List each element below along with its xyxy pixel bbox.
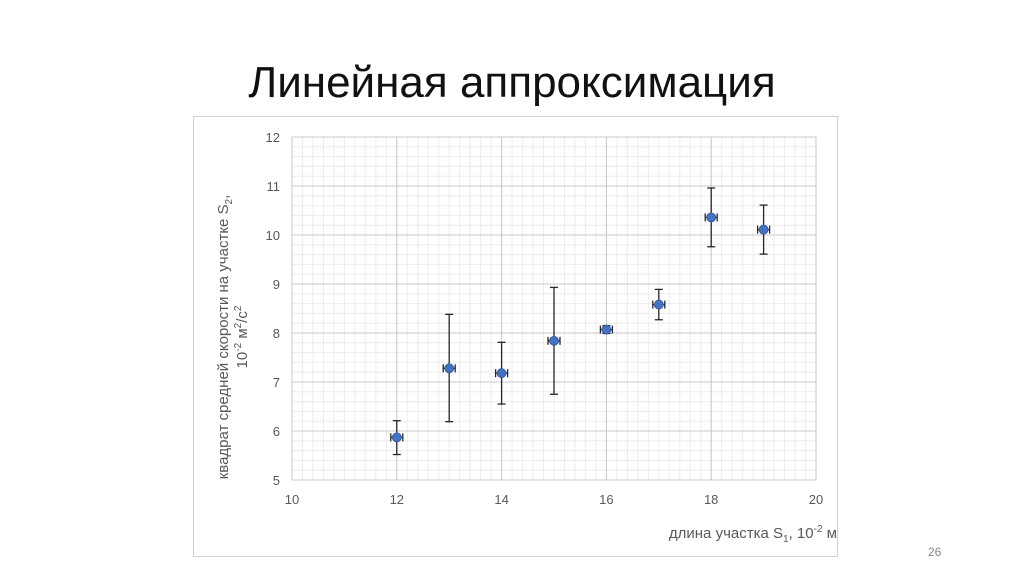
y-axis-title: квадрат средней скорости на участке S2, … [215, 195, 251, 480]
data-point [758, 224, 769, 235]
data-points [391, 212, 769, 443]
chart-frame: 5 6 7 8 9 10 11 12 10 12 14 16 18 20 длина участка S… [193, 116, 838, 557]
y-tick-label: 10 [266, 228, 280, 243]
data-point [549, 335, 559, 346]
x-tick-label: 20 [809, 492, 823, 507]
data-point [653, 299, 664, 310]
major-gridlines [291, 136, 817, 481]
y-axis-title-line1: квадрат средней скорости на участке S2, [215, 195, 235, 480]
minor-gridlines [291, 136, 817, 481]
data-point [601, 324, 612, 335]
y-tick-label: 6 [273, 424, 280, 439]
data-point [444, 363, 455, 374]
y-tick-labels: 5 6 7 8 9 10 11 12 [266, 130, 280, 488]
y-tick-label: 12 [266, 130, 280, 145]
x-axis-title: длина участка S1, 10-2 м [669, 524, 837, 545]
y-tick-label: 5 [273, 473, 280, 488]
x-tick-labels: 10 12 14 16 18 20 [285, 492, 823, 507]
x-tick-label: 12 [390, 492, 404, 507]
x-tick-label: 18 [704, 492, 718, 507]
y-tick-label: 9 [273, 277, 280, 292]
data-point [391, 432, 402, 443]
slide-number: 26 [928, 545, 942, 559]
data-point [496, 368, 507, 379]
y-tick-label: 8 [273, 326, 280, 341]
data-point [706, 212, 717, 223]
error-bars [390, 187, 771, 456]
x-tick-label: 14 [494, 492, 508, 507]
y-axis-title-line2: 10-2 м2/с2 [233, 305, 251, 368]
scatter-chart: 5 6 7 8 9 10 11 12 10 12 14 16 18 20 длина участка S… [215, 130, 837, 545]
slide-title: Линейная аппроксимация [248, 58, 776, 107]
x-tick-label: 16 [599, 492, 613, 507]
x-tick-label: 10 [285, 492, 299, 507]
y-tick-label: 11 [267, 179, 281, 194]
y-tick-label: 7 [273, 375, 280, 390]
